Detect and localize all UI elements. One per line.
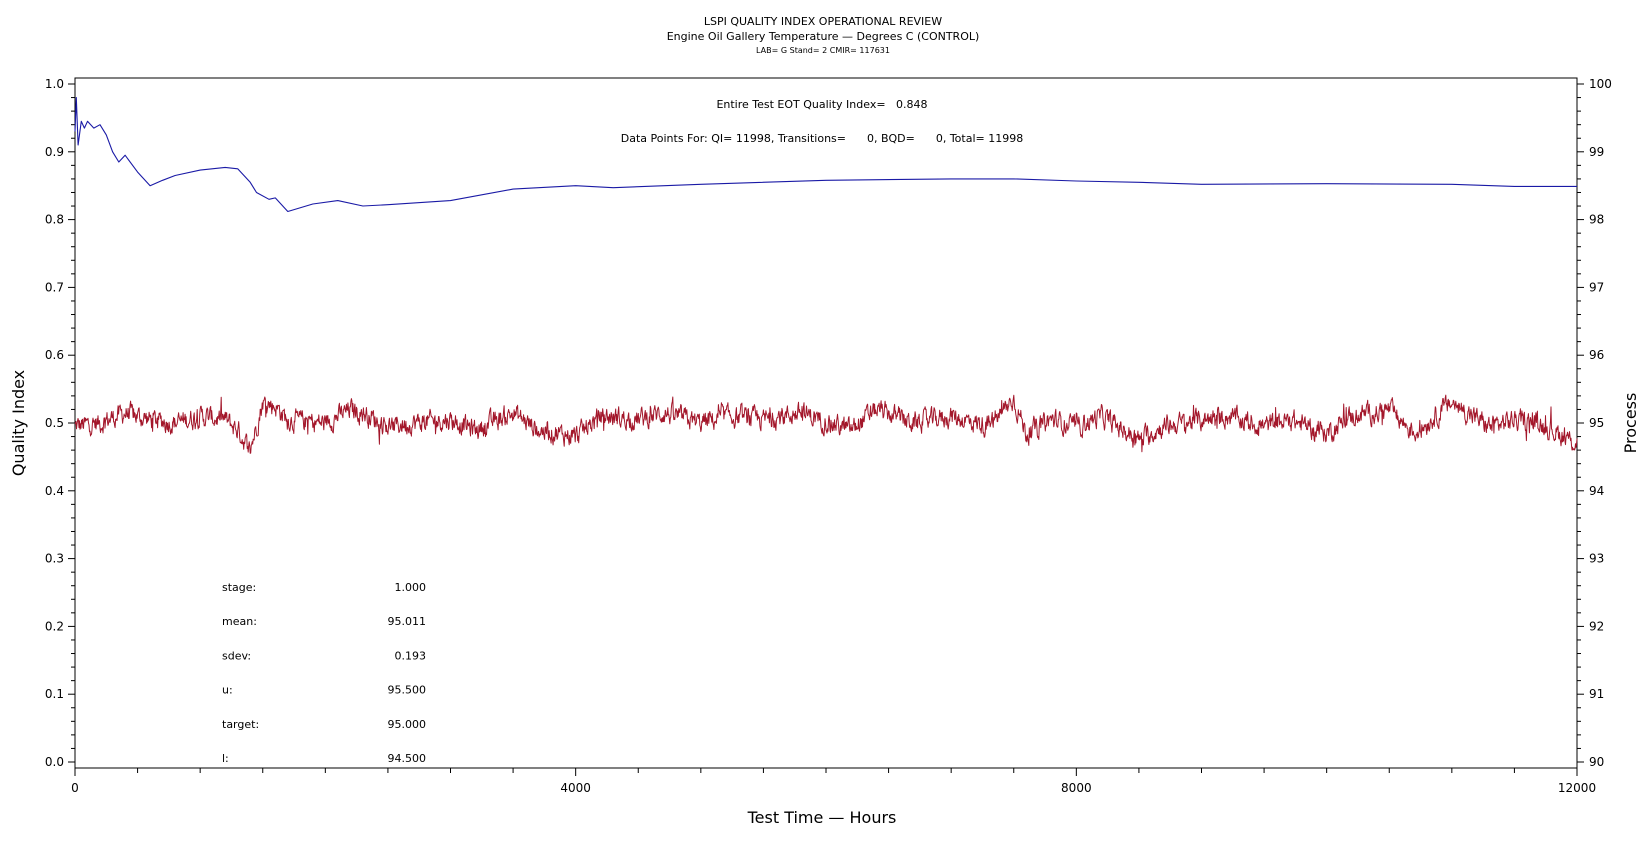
- y-axis-label: Quality Index: [9, 370, 28, 476]
- quality-index-series-line: [74, 97, 1577, 213]
- x-tick-label: 8000: [1061, 781, 1092, 795]
- y2-tick-label: 90: [1589, 755, 1604, 769]
- y2-tick-label: 92: [1589, 619, 1604, 633]
- y2-tick-label: 94: [1589, 484, 1604, 498]
- y2-tick-label: 100: [1589, 77, 1612, 91]
- x-tick-label: 12000: [1558, 781, 1596, 795]
- stat-value: 1.000: [395, 581, 427, 594]
- y2-tick-label: 98: [1589, 213, 1604, 227]
- y-tick-label: 0.2: [45, 619, 64, 633]
- y2-tick-label: 97: [1589, 280, 1604, 294]
- stat-value: 95.500: [388, 684, 427, 697]
- chart-subtitle-lab: LAB= G Stand= 2 CMIR= 117631: [756, 46, 890, 55]
- axes: 0.0 0.1 0.2 0.3 0.4 0.5 0.6 0.7 0.8 0.9 1.0 90 91 92 9…: [45, 77, 1612, 795]
- y-tick-label: 0.6: [45, 348, 64, 362]
- x-axis-label: Test Time — Hours: [747, 808, 897, 827]
- stat-value: 95.000: [388, 718, 427, 731]
- y-tick-label: 0.3: [45, 552, 64, 566]
- stat-value: 0.193: [395, 649, 427, 662]
- y2-tick-label: 99: [1589, 145, 1604, 159]
- y2-tick-label: 96: [1589, 348, 1604, 362]
- series-lines: [74, 97, 1578, 454]
- data-points-annotation: Data Points For: QI= 11998, Transitions=…: [621, 132, 1023, 145]
- stat-label: mean:: [222, 615, 257, 628]
- y-tick-label: 0.9: [45, 145, 64, 159]
- stat-label: target:: [222, 718, 259, 731]
- y-tick-label: 0.4: [45, 484, 64, 498]
- y-tick-label: 0.1: [45, 687, 64, 701]
- x-tick-label: 0: [71, 781, 79, 795]
- y2-axis-label: Process: [1621, 393, 1640, 454]
- y-tick-label: 0.8: [45, 213, 64, 227]
- chart-title: LSPI QUALITY INDEX OPERATIONAL REVIEW: [704, 15, 942, 28]
- y-tick-label: 0.0: [45, 755, 64, 769]
- quality-index-annotation: Entire Test EOT Quality Index= 0.848: [716, 98, 927, 111]
- stat-value: 94.500: [388, 752, 427, 765]
- y2-tick-label: 93: [1589, 552, 1604, 566]
- stats-table: stage: 1.000 mean: 95.011 sdev: 0.193 u: 95.500…: [222, 581, 426, 765]
- y-tick-label: 1.0: [45, 77, 64, 91]
- process-series-line: [74, 394, 1578, 454]
- stat-value: 95.011: [388, 615, 427, 628]
- y-tick-label: 0.5: [45, 416, 64, 430]
- chart-subtitle: Engine Oil Gallery Temperature — Degrees…: [667, 30, 980, 43]
- y-tick-label: 0.7: [45, 280, 64, 294]
- y2-tick-label: 95: [1589, 416, 1604, 430]
- y2-tick-label: 91: [1589, 687, 1604, 701]
- stat-label: l:: [222, 752, 229, 765]
- stat-label: u:: [222, 684, 233, 697]
- stat-label: stage:: [222, 581, 256, 594]
- stat-label: sdev:: [222, 649, 251, 662]
- x-tick-label: 4000: [560, 781, 591, 795]
